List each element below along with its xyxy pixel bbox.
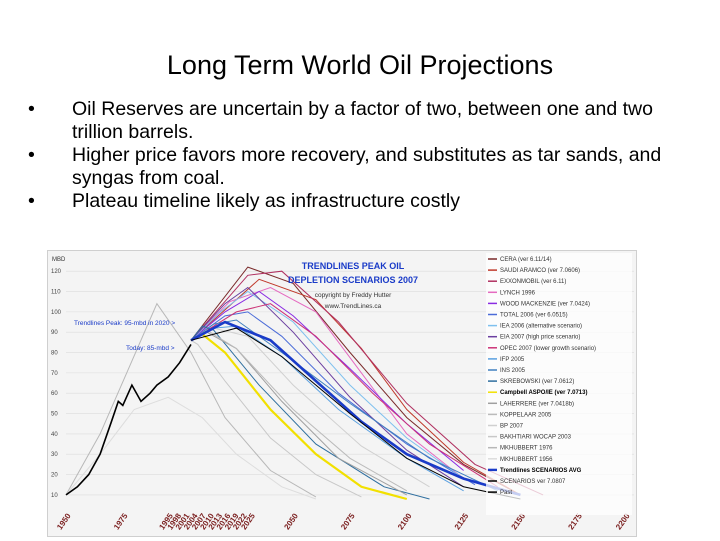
chart-panel: 10 20 30 40 50 60 70 80 90 100 110 120 1950 1975 1995 1…	[47, 250, 637, 537]
series-line	[190, 286, 464, 488]
series-line	[65, 396, 317, 500]
bullet-text: Plateau timeline likely as infrastructur…	[72, 190, 460, 212]
legend-label: SCENARIOS ver 7.0807	[500, 479, 566, 485]
y-tick-label: 30	[51, 452, 58, 458]
bullet-text: Higher price favors more recovery, and s…	[72, 144, 662, 189]
y-tick-label: 70	[51, 371, 58, 377]
legend-background	[486, 253, 632, 515]
series-line	[190, 325, 430, 500]
legend-label: KOPPELAAR 2005	[500, 412, 552, 418]
y-tick-label: 20	[51, 473, 58, 479]
series-line	[190, 286, 464, 479]
legend-label: WOOD MACKENZIE (ver 7.0424)	[500, 301, 590, 307]
x-tick-label: 2125	[453, 511, 471, 531]
x-tick-label: 1975	[112, 511, 130, 531]
chart-title-line1: TRENDLINES PEAK OIL	[302, 261, 405, 271]
legend-label: CERA (ver 6.11/14)	[500, 257, 552, 263]
y-tick-label: 90	[51, 330, 58, 336]
bullet-item: • Oil Reserves are uncertain by a factor …	[28, 98, 698, 144]
x-tick-label: 2075	[339, 511, 357, 531]
y-tick-label: 10	[51, 493, 58, 499]
series-line	[65, 302, 317, 498]
series-line	[190, 290, 464, 471]
legend-label: SKREBOWSKI (ver 7.0612)	[500, 379, 574, 385]
series-line	[190, 327, 521, 500]
legend-label: TOTAL 2006 (ver 6.0515)	[500, 313, 568, 319]
series-line	[190, 320, 521, 497]
series-line	[190, 303, 498, 488]
series-line	[190, 290, 521, 496]
chart-ylabel: MBD	[52, 257, 66, 263]
legend-label: MKHUBBERT 1956	[500, 457, 553, 463]
series-line	[190, 311, 476, 486]
series-line	[190, 319, 498, 492]
y-tick-label: 80	[51, 351, 58, 357]
y-tick-label: 110	[51, 290, 61, 296]
legend-label: OPEC 2007 (lower growth scenario)	[500, 346, 596, 352]
legend-label: LAHERRERE (ver 7.0418b)	[500, 401, 574, 407]
bullet-item: • Higher price favors more recovery, and …	[28, 144, 698, 190]
bullet-list: • Oil Reserves are uncertain by a factor …	[28, 98, 698, 213]
annotation-peak: Trendlines Peak: 95-mbd in 2020 >	[74, 320, 175, 327]
bullet-glyph: •	[28, 144, 35, 166]
bullet-text: Oil Reserves are uncertain by a factor o…	[72, 98, 653, 143]
legend-label: INS 2005	[500, 368, 526, 374]
series-line	[190, 270, 544, 496]
chart-url: www.TrendLines.ca	[324, 303, 382, 310]
legend-label: MKHUBBERT 1976	[500, 446, 553, 452]
legend-label: EIA 2007 (high price scenario)	[500, 335, 580, 341]
legend-label: SAUDI ARAMCO (ver 7.0606)	[500, 268, 580, 274]
legend-label: IEA 2006 (alternative scenario)	[500, 324, 582, 330]
bullet-glyph: •	[28, 98, 35, 120]
series-line	[190, 339, 362, 498]
legend-label: Past	[500, 490, 512, 496]
series-line	[190, 266, 521, 496]
series-line	[65, 343, 192, 496]
legend-label: IFP 2005	[500, 357, 525, 363]
y-tick-label: 100	[51, 310, 62, 316]
y-tick-label: 60	[51, 391, 58, 397]
legend-label: BP 2007	[500, 424, 524, 430]
chart-title-line2: DEPLETION SCENARIOS 2007	[288, 275, 418, 285]
y-tick-label: 40	[51, 432, 58, 438]
chart-legend: CERA (ver 6.11/14) SAUDI ARAMCO (ver 7.06…	[486, 253, 632, 515]
x-tick-label: 2100	[396, 511, 414, 531]
x-tick-label: 1950	[55, 511, 73, 531]
bullet-item: • Plateau timeline likely as infrastructu…	[28, 190, 698, 213]
legend-label: BAKHTIARI WOCAP 2003	[500, 435, 572, 441]
legend-label: LYNCH 1996	[500, 290, 536, 296]
legend-label: Trendlines SCENARIOS AVG	[500, 468, 582, 474]
slide-title: Long Term World Oil Projections	[166, 50, 554, 80]
legend-label: Campbell ASPO/IE (ver 7.0713)	[500, 390, 587, 396]
series-line	[190, 329, 408, 492]
y-tick-label: 50	[51, 412, 58, 418]
legend-label: EXXONMOBIL (ver 6.11)	[500, 279, 566, 285]
annotation-today: Today: 85-mbd >	[126, 345, 175, 352]
bullet-glyph: •	[28, 190, 35, 212]
x-tick-label: 2050	[282, 511, 300, 531]
chart-copyright: copyright by Freddy Hutter	[315, 292, 392, 299]
y-tick-label: 120	[51, 269, 62, 275]
